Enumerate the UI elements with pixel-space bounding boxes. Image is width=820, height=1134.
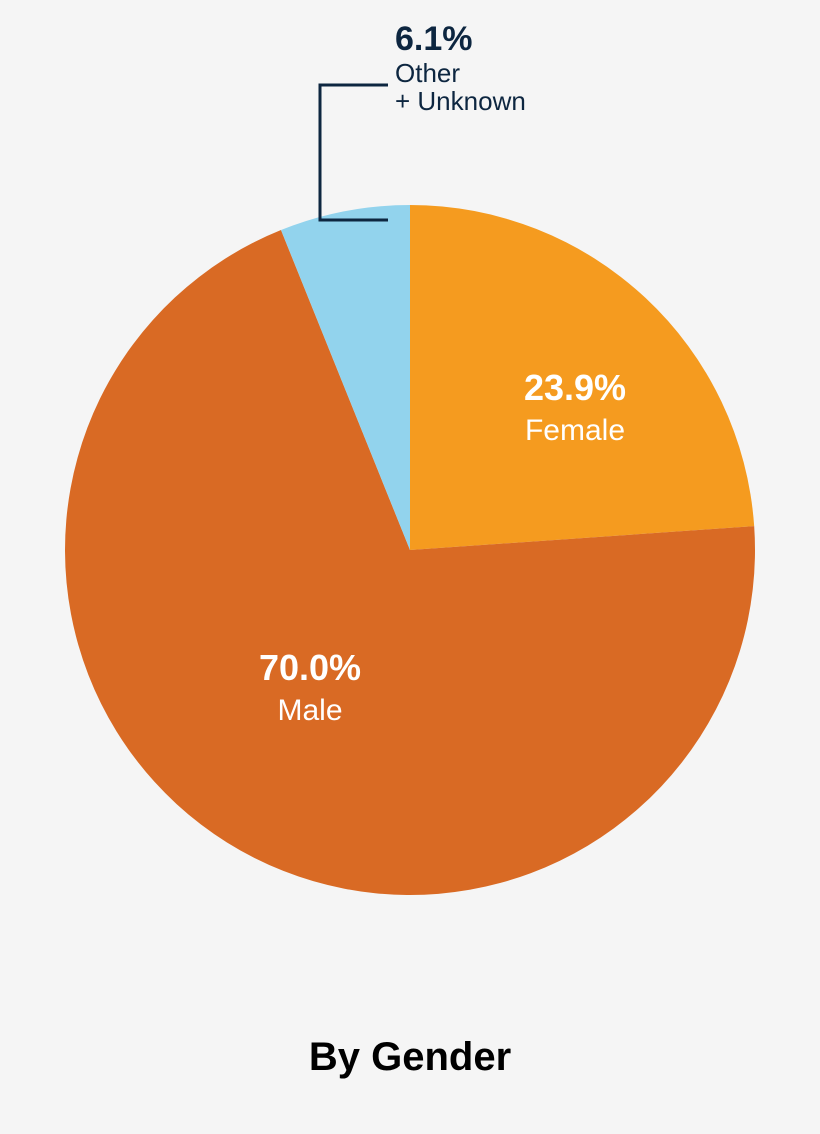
slice-label-female: Female <box>525 414 625 447</box>
slice-percent-female: 23.9% <box>524 367 626 408</box>
slice-label-male: Male <box>277 694 342 727</box>
callout-line-other <box>320 85 388 220</box>
chart-title: By Gender <box>309 1035 511 1079</box>
slice-percent-male: 70.0% <box>259 647 361 688</box>
slice-percent-other: 6.1% <box>395 20 473 58</box>
slice-label-other: Other+ Unknown <box>395 58 526 116</box>
pie-chart: 23.9% Female 70.0% Male 6.1%Other+ Unknown By… <box>0 0 820 1134</box>
